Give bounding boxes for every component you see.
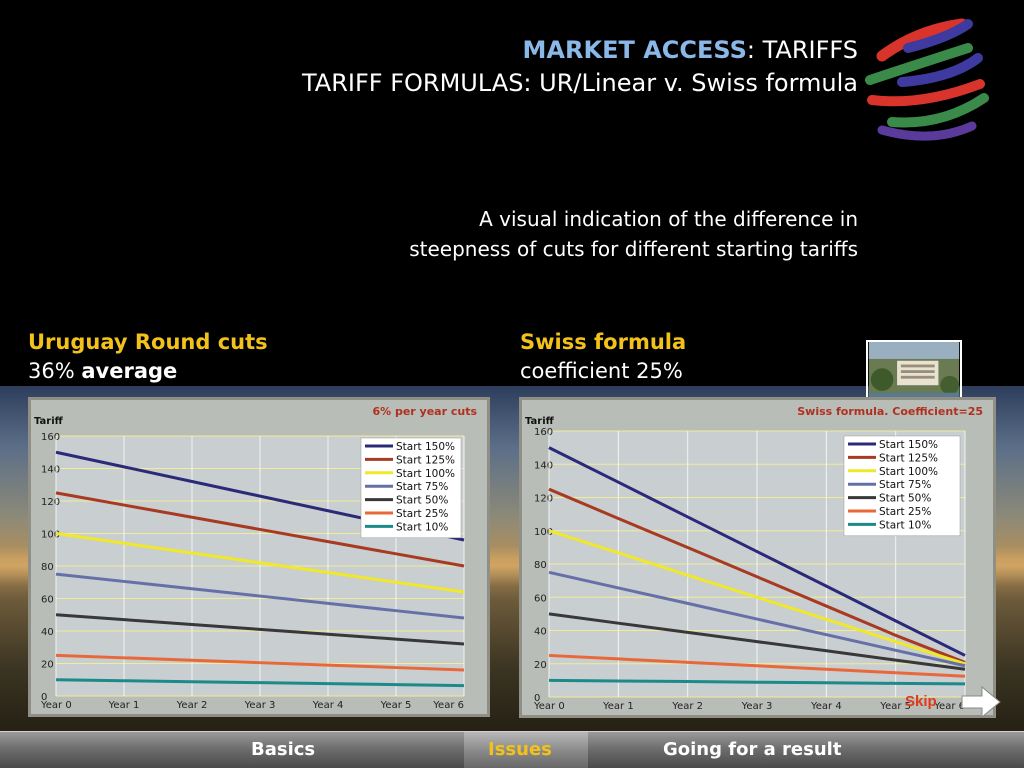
uruguay-round-subtitle: 36% average — [28, 357, 268, 386]
title-line-1: MARKET ACCESS: TARIFFS — [302, 34, 858, 66]
x-tick-label: Year 0 — [40, 700, 72, 711]
skip-link[interactable]: Skip — [905, 693, 937, 710]
series-line — [55, 653, 465, 672]
swiss-formula-title: Swiss formula — [520, 330, 687, 354]
x-tick-label: Year 3 — [244, 700, 276, 711]
y-tick-label: 20 — [534, 660, 547, 671]
series-line — [548, 653, 966, 678]
x-tick-label: Year 2 — [671, 701, 703, 712]
series-line — [548, 678, 966, 686]
y-tick-label: 100 — [41, 530, 60, 541]
legend-label: Start 25% — [879, 506, 931, 518]
building-photo-icon — [868, 342, 960, 404]
nav-basics[interactable]: Basics — [251, 739, 316, 760]
legend-label: Start 75% — [879, 479, 931, 491]
x-tick-label: Year 5 — [879, 701, 911, 712]
legend-label: Start 150% — [879, 439, 938, 451]
legend-label: Start 50% — [879, 493, 931, 505]
nav-going-for-a-result[interactable]: Going for a result — [663, 739, 842, 760]
legend-label: Start 100% — [396, 468, 455, 480]
x-tick-label: Year 4 — [312, 700, 344, 711]
series-line — [548, 570, 966, 668]
title-line-2: TARIFF FORMULAS: UR/Linear v. Swiss form… — [302, 69, 858, 97]
uruguay-round-sub-plain: 36% — [28, 359, 82, 383]
series-line — [548, 487, 966, 664]
x-tick-label: Year 1 — [602, 701, 634, 712]
y-tick-label: 20 — [41, 660, 54, 671]
y-tick-label: 60 — [41, 595, 54, 606]
chart-title: Swiss formula. Coefficient=25 — [797, 405, 983, 418]
x-tick-label: Year 5 — [380, 700, 412, 711]
bottom-navigation: Basics Issues Going for a result — [0, 731, 1024, 768]
uruguay-round-heading: Uruguay Round cuts 36% average — [28, 328, 268, 386]
x-tick-label: Year 4 — [810, 701, 842, 712]
x-tick-label: Year 2 — [176, 700, 208, 711]
x-tick-label: Year 1 — [108, 700, 140, 711]
swiss-formula-subtitle: coefficient 25% — [520, 359, 683, 383]
legend-label: Start 25% — [396, 508, 448, 520]
series-line — [55, 491, 465, 568]
y-tick-label: 140 — [534, 460, 553, 471]
uruguay-round-chart: 0 20 40 60 80 100 120 140 160 Year 0 Year 1 Year 2 Y… — [28, 397, 490, 717]
y-tick-label: 40 — [534, 627, 547, 638]
subtitle-line-2: steepness of cuts for different starting… — [409, 237, 858, 261]
legend-label: Start 125% — [396, 454, 455, 466]
series-line — [548, 529, 966, 666]
swiss-formula-heading: Swiss formula coefficient 25% — [520, 328, 686, 386]
series-line — [548, 612, 966, 671]
x-tick-label: Year 6 — [432, 700, 464, 711]
x-tick-label: Year 3 — [741, 701, 773, 712]
y-axis-label: Tariff — [34, 416, 64, 427]
y-tick-label: 60 — [534, 593, 547, 604]
uruguay-round-title: Uruguay Round cuts — [28, 330, 268, 354]
series-line — [55, 678, 465, 688]
geneva-photo — [866, 340, 962, 406]
y-tick-label: 40 — [41, 627, 54, 638]
legend-label: Start 150% — [396, 441, 455, 453]
subtitle-line-1: A visual indication of the difference in — [479, 207, 858, 231]
title-rest: : TARIFFS — [746, 36, 858, 64]
x-tick-label: Year 6 — [933, 701, 965, 712]
series-line — [55, 572, 465, 620]
y-tick-label: 100 — [534, 527, 553, 538]
uruguay-round-sub-bold: average — [81, 359, 178, 383]
y-tick-label: 120 — [534, 494, 553, 505]
uruguay-round-chart-svg: 0 20 40 60 80 100 120 140 160 Year 0 Year 1 Year 2 Y… — [34, 405, 477, 711]
x-tick-label: Year 0 — [533, 701, 565, 712]
legend-label: Start 125% — [879, 452, 938, 464]
y-axis-label: Tariff — [525, 416, 555, 427]
y-tick-label: 80 — [534, 560, 547, 571]
y-tick-label: 140 — [41, 465, 60, 476]
legend-label: Start 75% — [396, 481, 448, 493]
y-tick-label: 160 — [41, 432, 60, 443]
y-tick-label: 120 — [41, 497, 60, 508]
y-tick-label: 160 — [534, 427, 553, 438]
subtitle: A visual indication of the difference in… — [409, 204, 858, 264]
active-tab-highlight — [464, 732, 588, 768]
y-tick-label: 0 — [534, 693, 540, 704]
legend-label: Start 10% — [879, 519, 931, 531]
y-tick-label: 80 — [41, 562, 54, 573]
swiss-formula-chart-svg: 0 20 40 60 80 100 120 140 160 Year 0 Year 1 Year 2 Y… — [525, 405, 983, 712]
series-line — [548, 446, 966, 657]
legend-label: Start 50% — [396, 495, 448, 507]
legend-label: Start 10% — [396, 521, 448, 533]
y-tick-label: 0 — [41, 692, 47, 703]
nav-issues[interactable]: Issues — [488, 739, 552, 760]
title-accent: MARKET ACCESS — [522, 36, 747, 64]
chart-title: 6% per year cuts — [372, 405, 477, 418]
series-line — [55, 532, 465, 594]
next-arrow-icon[interactable] — [960, 685, 1002, 719]
legend-box — [360, 437, 462, 539]
swiss-formula-chart: 0 20 40 60 80 100 120 140 160 Year 0 Year 1 Year 2 Y… — [519, 397, 996, 718]
series-line — [55, 613, 465, 646]
legend-box — [843, 435, 961, 537]
legend-label: Start 100% — [879, 466, 938, 478]
slide-title: MARKET ACCESS: TARIFFS TARIFF FORMULAS: … — [302, 34, 858, 100]
wto-logo-icon — [865, 18, 989, 141]
